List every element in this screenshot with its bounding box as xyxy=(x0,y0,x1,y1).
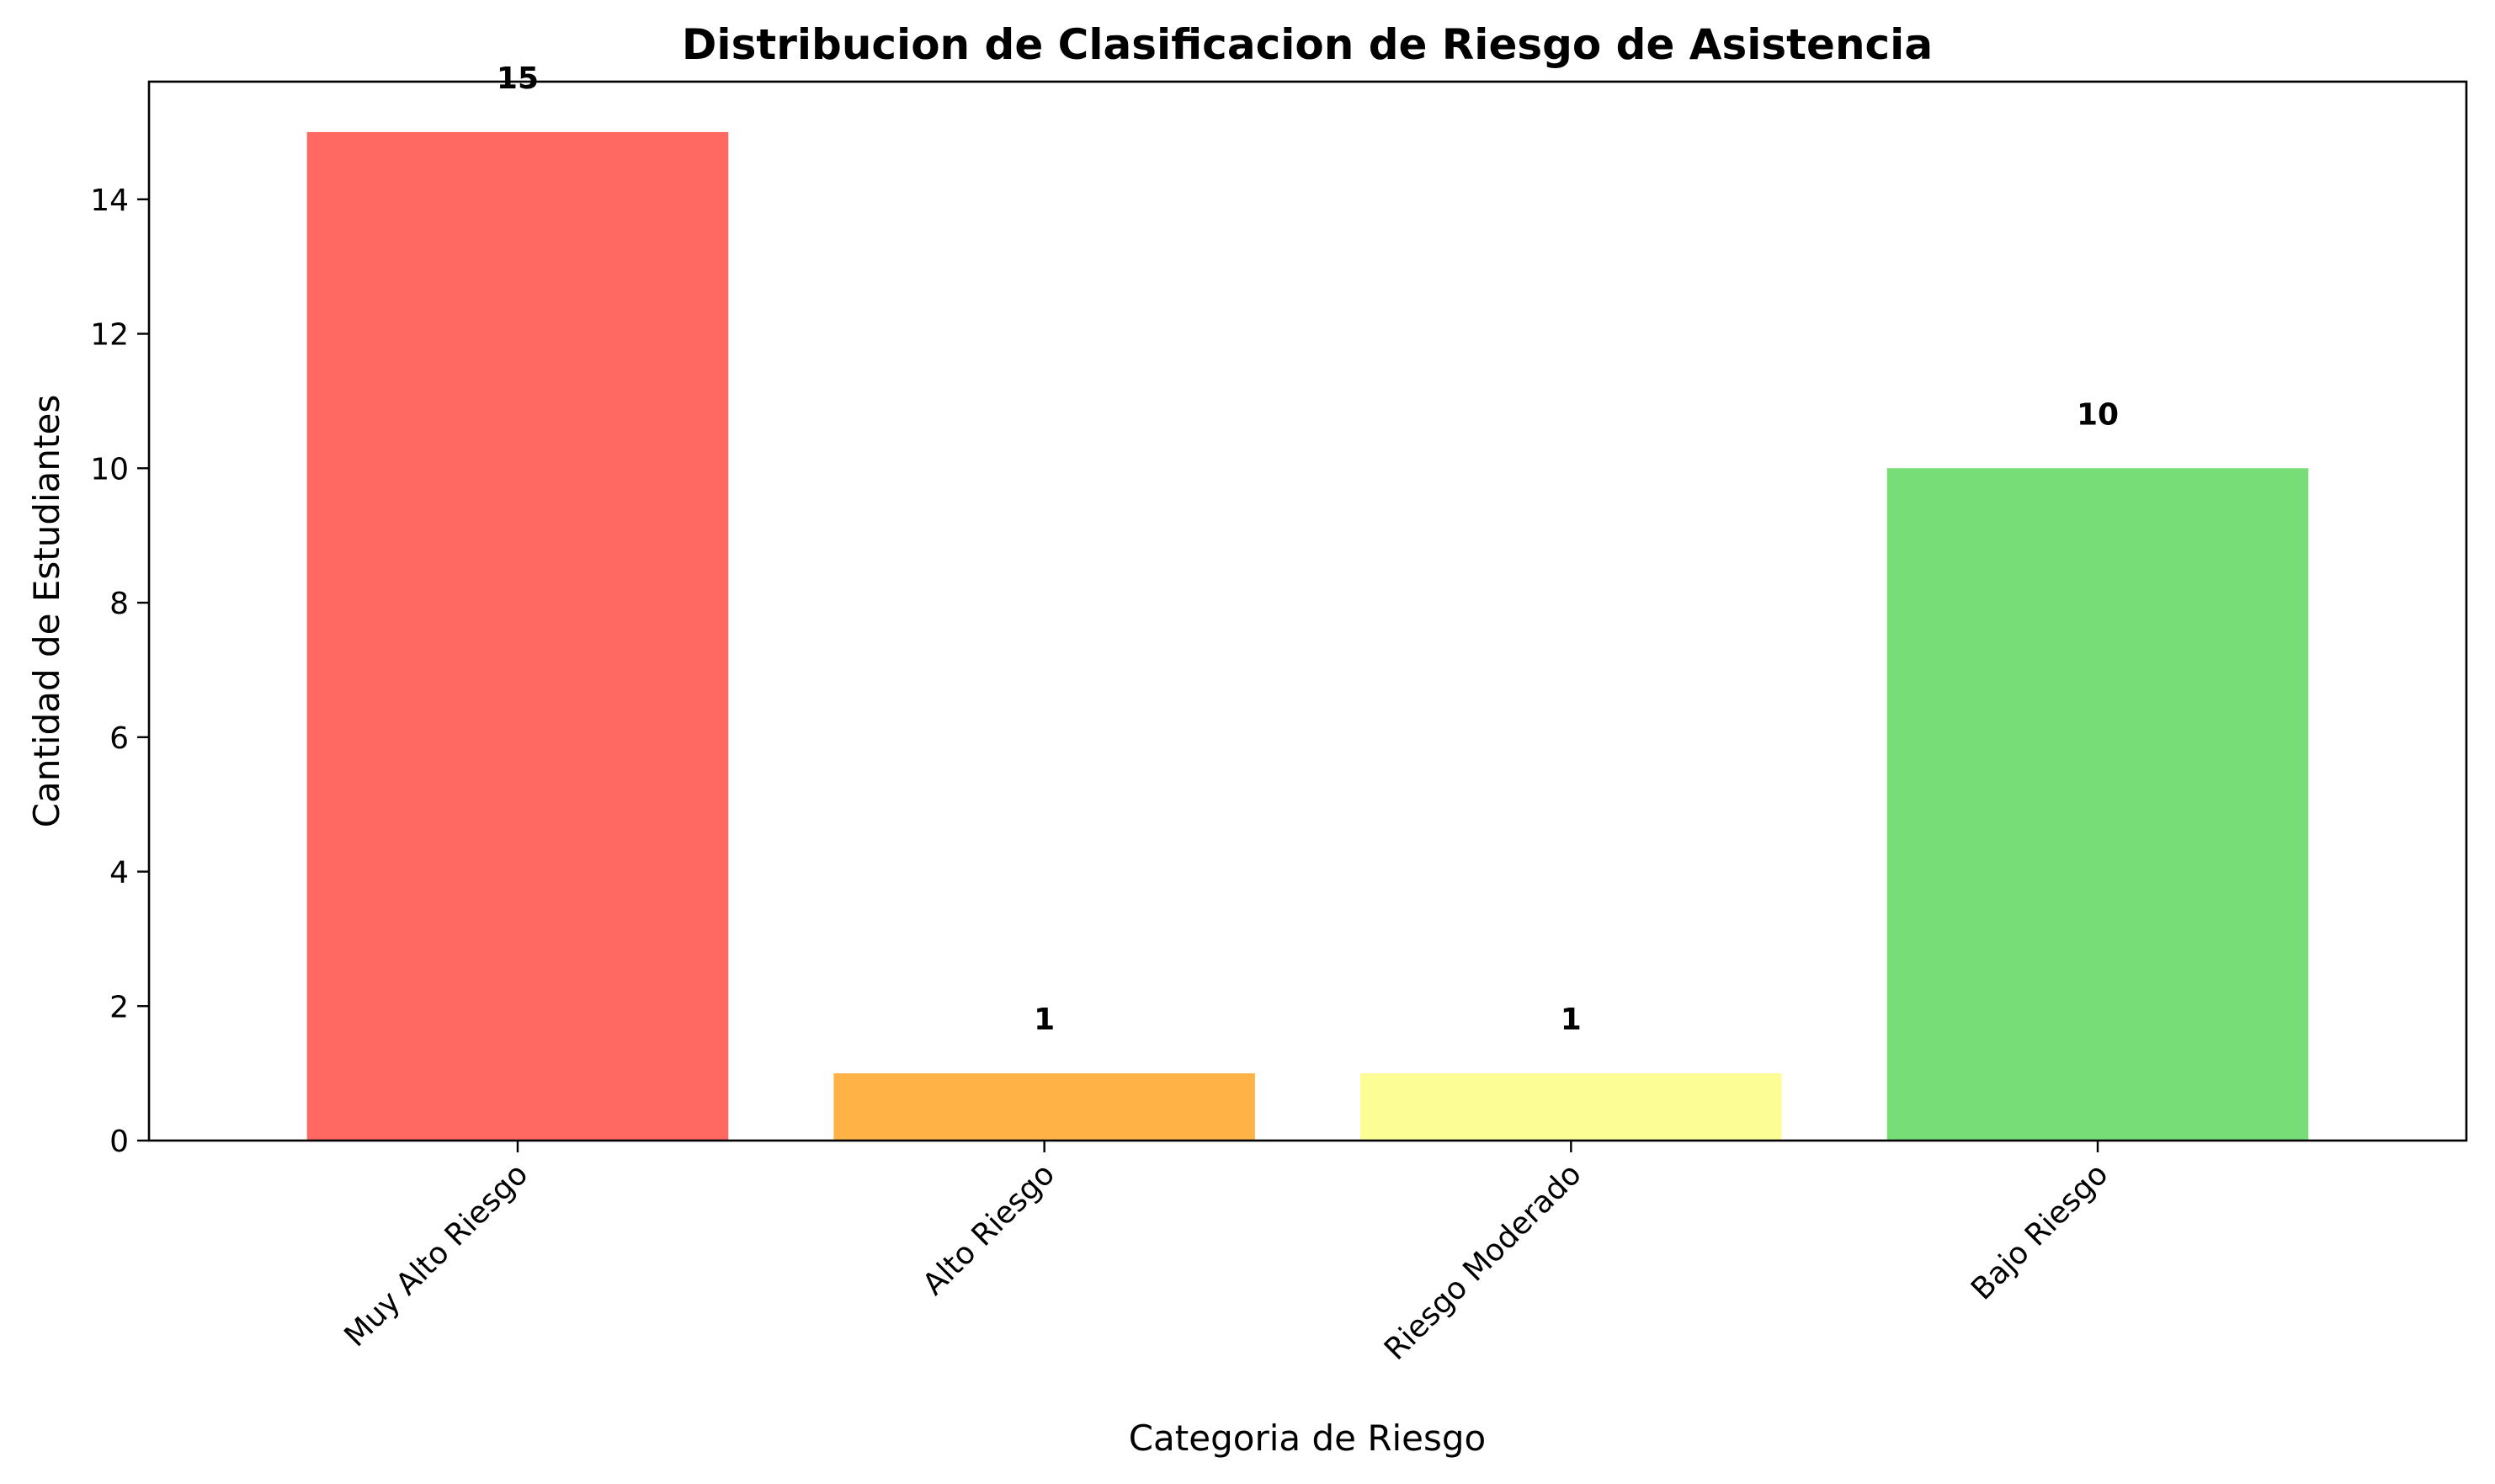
y-tick-label: 2 xyxy=(109,990,129,1024)
y-tick-label: 14 xyxy=(90,184,129,218)
data-label-bajo-riesgo: 10 xyxy=(2077,397,2119,432)
y-tick-label: 12 xyxy=(90,318,129,353)
chart-title: Distribucion de Clasificacion de Riesgo … xyxy=(682,20,1933,69)
bar-alto-riesgo xyxy=(833,1073,1255,1141)
data-label-muy-alto-riesgo: 15 xyxy=(497,61,539,96)
x-tick-label: Alto Riesgo xyxy=(916,1157,1061,1302)
y-tick-label: 0 xyxy=(109,1125,129,1159)
bar-bajo-riesgo xyxy=(1886,468,2309,1141)
bar-riesgo-moderado xyxy=(1360,1073,1782,1141)
x-tick-label: Riesgo Moderado xyxy=(1378,1157,1588,1367)
bars xyxy=(306,131,2309,1141)
y-tick-label: 10 xyxy=(90,452,129,487)
y-axis-ticks: 0 2 4 6 8 10 12 14 xyxy=(90,184,149,1159)
data-label-riesgo-moderado: 1 xyxy=(1561,1003,1582,1037)
y-tick-label: 8 xyxy=(109,587,129,621)
x-tick-label: Muy Alto Riesgo xyxy=(338,1157,535,1354)
x-axis-ticks: Muy Alto Riesgo Alto Riesgo Riesgo Moderad… xyxy=(338,1141,2115,1367)
data-labels: 15 1 1 10 xyxy=(497,61,2119,1037)
data-label-alto-riesgo: 1 xyxy=(1034,1003,1055,1037)
y-axis-title: Cantidad de Estudiantes xyxy=(26,395,67,827)
x-axis-title: Categoria de Riesgo xyxy=(1129,1418,1487,1459)
bar-muy-alto-riesgo xyxy=(306,131,729,1141)
x-tick-label: Bajo Riesgo xyxy=(1965,1157,2115,1306)
y-tick-label: 4 xyxy=(109,856,129,891)
y-tick-label: 6 xyxy=(109,721,129,756)
plot-frame xyxy=(147,80,2468,1142)
